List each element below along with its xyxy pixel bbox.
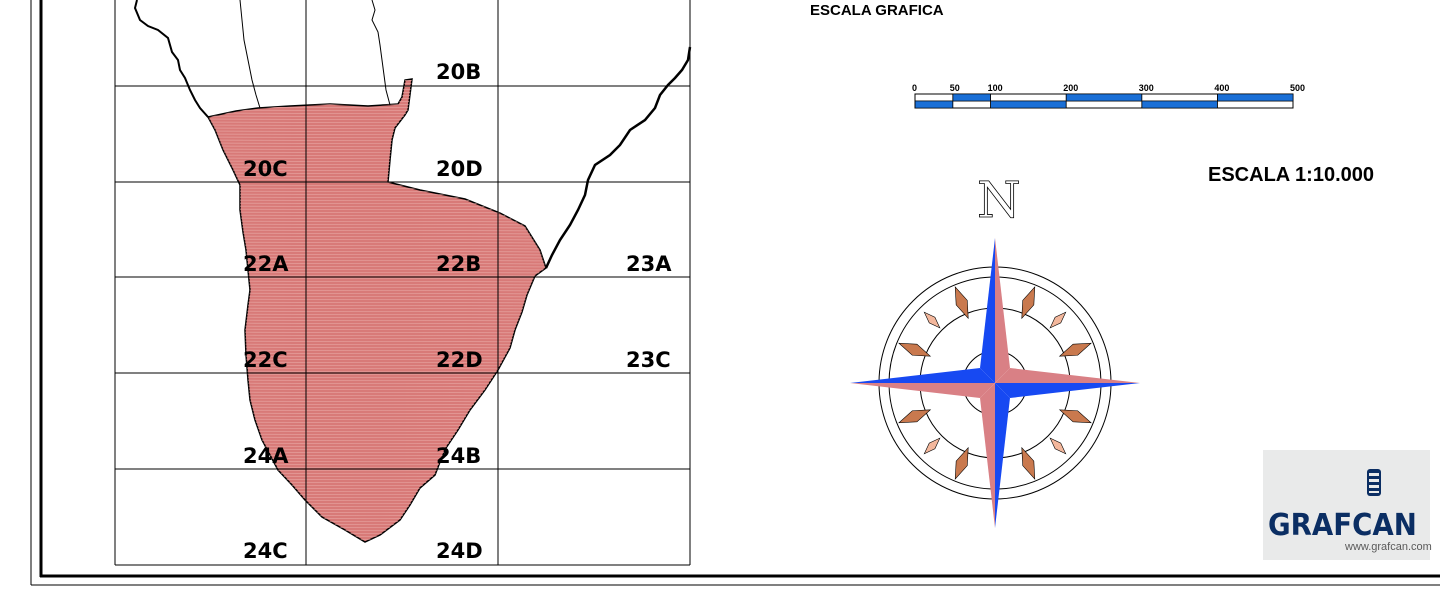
sheet-label: 22B — [436, 252, 481, 276]
logo-url: www.grafcan.com — [1345, 541, 1432, 553]
scale-tick-label: 50 — [950, 83, 960, 93]
sheet-label: 24D — [436, 539, 483, 563]
compass-point-blue — [995, 383, 1010, 528]
sheet-labels: 20B 20C 20D 22A 22B 23A 22C 22D 23C 24A … — [243, 60, 672, 563]
compass-diamonds — [898, 286, 1092, 480]
compass-star — [850, 238, 1140, 528]
compass-point-pink — [995, 238, 1010, 383]
scale-segment — [914, 100, 954, 109]
sheet-label: 22D — [436, 348, 483, 372]
scale-tick-label: 100 — [988, 83, 1003, 93]
sheet-grid — [114, 0, 691, 566]
stream-east — [371, 0, 391, 106]
compass-point-pink — [980, 383, 995, 528]
compass-diamond — [898, 409, 932, 424]
scale-tick-label: 500 — [1290, 83, 1305, 93]
compass-point-pink — [850, 383, 995, 398]
sheet-label: 20B — [436, 60, 481, 84]
grafcan-logo — [1263, 450, 1430, 560]
north-label: N — [977, 171, 1021, 229]
compass-rose: N — [850, 171, 1140, 528]
compass-diamond — [1021, 286, 1036, 320]
scale-tick-label: 400 — [1214, 83, 1229, 93]
logo-wordmark: GRAFCAN — [1268, 508, 1417, 543]
compass-diamond — [1058, 342, 1092, 357]
scale-tick-label: 300 — [1139, 83, 1154, 93]
sheet-label: 22A — [243, 252, 289, 276]
sheet-label: 22C — [243, 348, 288, 372]
scale-segment — [1065, 93, 1143, 102]
scale-tick-label: 0 — [912, 83, 917, 93]
scale-segment — [990, 100, 1067, 109]
compass-diamond — [954, 286, 969, 320]
scale-title: ESCALA GRAFICA — [810, 2, 944, 19]
compass-diamond — [898, 342, 932, 357]
sheet-label: 24A — [243, 444, 289, 468]
compass-diamond — [923, 437, 941, 455]
compass-diamond — [1058, 409, 1092, 424]
sheet-label: 20C — [243, 157, 288, 181]
scale-ratio: ESCALA 1:10.000 — [1208, 164, 1374, 186]
compass-diamond — [1021, 446, 1036, 480]
scale-bar: 0 50 100 200 300 400 500 — [912, 83, 1305, 109]
coastline-west — [133, 0, 209, 118]
sheet-label: 23A — [626, 252, 672, 276]
compass-point-blue — [995, 383, 1140, 398]
compass-diamond — [1049, 311, 1067, 329]
logo-emblem-icon — [1367, 469, 1381, 496]
sheet-label: 20D — [436, 157, 483, 181]
scale-tick-label: 200 — [1063, 83, 1078, 93]
stream-west — [239, 0, 261, 109]
scale-segment — [1141, 100, 1218, 109]
coastline-east — [544, 46, 692, 269]
scale-segment — [1217, 93, 1294, 102]
compass-diamond — [954, 446, 969, 480]
sheet-label: 23C — [626, 348, 671, 372]
highlighted-area — [206, 78, 547, 543]
compass-point-blue — [980, 238, 995, 383]
compass-point-blue — [850, 368, 995, 383]
sheet-label: 24C — [243, 539, 288, 563]
compass-diamond — [1049, 437, 1067, 455]
scale-segment — [952, 93, 991, 102]
compass-point-pink — [995, 368, 1140, 383]
compass-diamond — [923, 311, 941, 329]
sheet-label: 24B — [436, 444, 481, 468]
